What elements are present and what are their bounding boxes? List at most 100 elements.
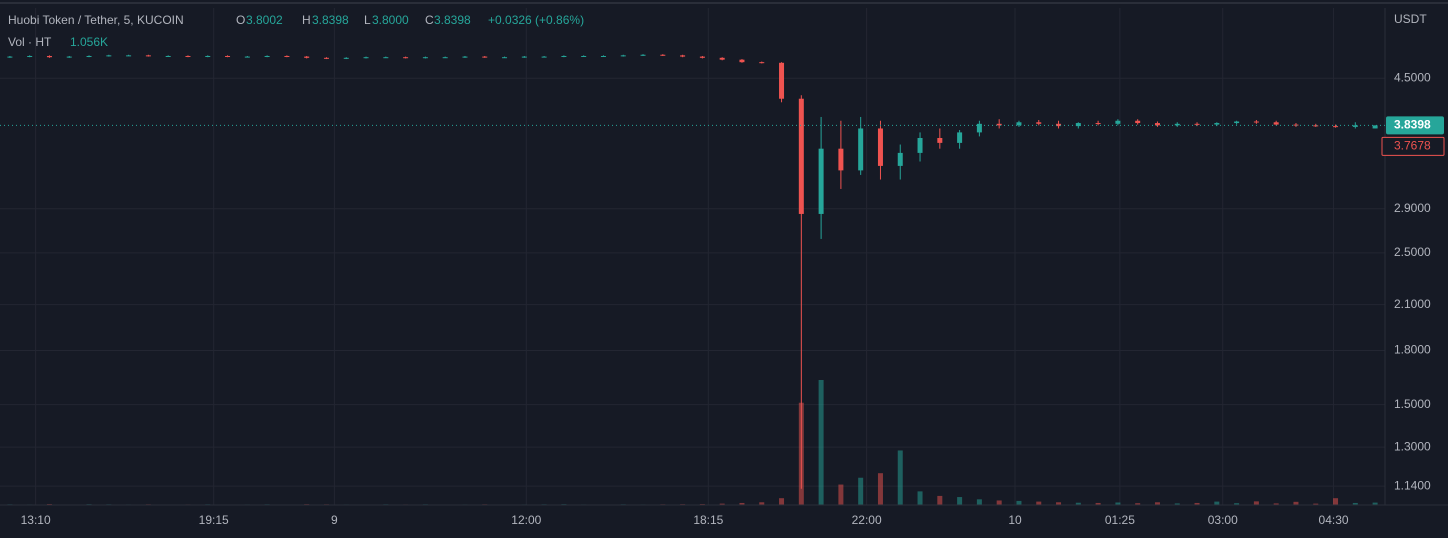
candle-body [1273,122,1279,125]
volume-bar [719,503,725,505]
candle-body [1075,123,1081,127]
candle-body [165,55,171,57]
candle-body [185,55,191,57]
candle-body [442,57,448,59]
volume-bar [1234,503,1240,505]
candle-body [502,57,508,59]
ohlc-label: L [364,13,371,27]
candle-body [877,128,883,166]
candle-body [1214,123,1220,125]
candle-body [561,55,567,57]
candle-body [699,56,705,58]
candle-body [680,55,686,57]
candle-body [1313,125,1319,127]
volume-bar [976,499,982,505]
x-tick-label: 01:25 [1105,513,1135,527]
ohlc-value: 3.8000 [372,13,409,27]
volume-bar [1214,501,1220,505]
candle-body [264,55,270,57]
volume-bar [739,502,745,505]
candle-body [304,56,310,58]
candle-body [620,55,626,57]
volume-bar [1333,498,1339,505]
volume-bar [1135,503,1141,505]
candle-body [225,55,231,57]
volume-bar [1016,500,1022,505]
candle-body [86,55,92,57]
candle-body [1234,121,1240,124]
x-tick-label: 13:10 [21,513,51,527]
candle-body [917,137,923,153]
y-tick-label: 4.5000 [1394,70,1431,84]
volume-bar [1194,502,1200,505]
ohlc-label: O [236,13,245,27]
candle-body [284,55,290,57]
change: +0.0326 (+0.86%) [488,13,584,27]
candle-body [600,55,606,57]
volume-bar [838,484,844,505]
volume-bar [1075,502,1081,505]
y-tick-label: 1.8000 [1394,343,1431,357]
candle-body [1135,120,1141,124]
x-tick-label: 03:00 [1208,513,1238,527]
ohlc-value: 3.8002 [246,13,283,27]
x-tick-label: 19:15 [199,513,229,527]
currency: USDT [1394,12,1427,26]
candle-body [858,128,864,171]
candle-body [1293,124,1299,126]
y-tick-label: 1.1400 [1394,478,1431,492]
volume-bar [1036,501,1042,505]
candle-body [996,123,1002,126]
candle-body [205,55,211,57]
candle-body [462,56,468,58]
ohlc-value: 3.8398 [434,13,471,27]
volume-bar [1313,503,1319,505]
volume-bar [996,500,1002,505]
y-tick-label: 2.5000 [1394,245,1431,259]
volume-bar [1095,502,1101,505]
ohlc-label: H [302,13,311,27]
volume-bar [818,380,824,505]
second-price-box [1381,136,1445,156]
grid [0,8,1385,505]
candle-body [482,56,488,58]
volume-bar [937,495,943,505]
candle-body [66,56,72,58]
candle-body [1174,123,1180,126]
candle-body [1036,122,1042,124]
volume-bar [759,502,765,505]
candle-body [403,57,409,59]
candle-body [719,57,725,60]
candle-body [521,56,527,58]
volume-bar [957,497,963,505]
candle-body [1253,121,1259,123]
candle-body [581,55,587,57]
candle-body [126,55,132,57]
volume-bar [1293,501,1299,505]
candle-body [1372,125,1378,129]
candle-body [106,55,112,57]
candle-body [1095,123,1101,125]
volume-bar [917,491,923,505]
candle-body [46,55,52,58]
candle-body [1056,123,1062,127]
volume-bar [1115,502,1121,505]
x-tick-label: 12:00 [511,513,541,527]
candle-body [27,55,33,57]
candle-body [937,137,943,143]
candle-body [897,152,903,166]
candle-body [1154,123,1160,126]
candle-body [541,56,547,58]
candle-body [759,62,765,64]
candle-body [1016,122,1022,126]
second-price-label: 3.7678 [1394,139,1431,153]
x-tick-label: 18:15 [693,513,723,527]
candle-body [383,57,389,59]
candle-body [798,98,804,214]
candle-body [422,57,428,59]
y-tick-label: 2.9000 [1394,201,1431,215]
x-tick-label: 10 [1008,513,1022,527]
volume-bar [858,477,864,505]
candle-body [838,148,844,171]
